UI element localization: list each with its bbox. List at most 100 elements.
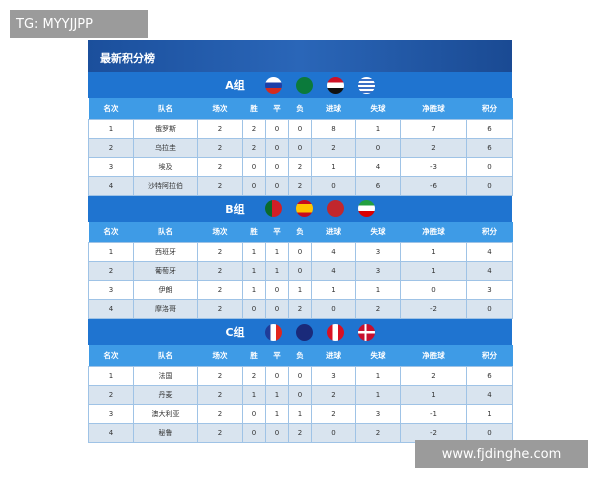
table-row: 2 丹麦 2 1 1 0 2 1 1 4 [88, 384, 513, 405]
table-cell: 2 [242, 137, 266, 158]
column-header: 积分 [466, 345, 513, 366]
column-header: 负 [288, 221, 312, 243]
watermark-bottom: www.fjdinghe.com [415, 440, 588, 468]
table-cell: 0 [242, 156, 266, 177]
table-cell: 0 [242, 403, 266, 424]
table-cell: 1 [265, 261, 289, 281]
table-cell: 0 [288, 137, 312, 158]
table-cell: 2 [355, 299, 401, 319]
table-cell: 2 [88, 261, 134, 281]
table-cell: 4 [355, 156, 401, 177]
table-cell: 2 [197, 137, 243, 158]
table-cell: 6 [466, 118, 513, 139]
table-cell: 0 [265, 118, 289, 139]
column-header: 平 [265, 345, 289, 366]
table-cell: 1 [466, 403, 513, 424]
table-cell: 1 [242, 261, 266, 281]
column-header: 积分 [466, 221, 513, 243]
peru-flag-icon [326, 323, 344, 341]
table-row: 3 澳大利亚 2 0 1 1 2 3 -1 1 [88, 403, 513, 424]
table-cell: 1 [88, 242, 134, 262]
table-cell: 秘鲁 [133, 422, 198, 443]
table-cell: 2 [197, 365, 243, 386]
table-cell: 3 [88, 403, 134, 424]
table-cell: 1 [400, 384, 467, 405]
column-header: 名次 [88, 221, 134, 243]
australia-flag-icon [295, 323, 313, 341]
group-header: A组 [88, 72, 512, 98]
table-cell: 0 [400, 280, 467, 300]
column-header: 进球 [311, 345, 356, 366]
table-cell: 2 [197, 261, 243, 281]
table-cell: 2 [88, 384, 134, 405]
page-title: 最新积分榜 [88, 40, 512, 72]
table-cell: 2 [242, 118, 266, 139]
table-cell: 2 [288, 422, 312, 443]
table-cell: 4 [311, 242, 356, 262]
table-cell: 2 [197, 175, 243, 196]
table-cell: 摩洛哥 [133, 299, 198, 319]
group-header: B组 [88, 195, 512, 222]
table-cell: 2 [88, 137, 134, 158]
table-cell: 1 [242, 280, 266, 300]
portugal-flag-icon [264, 200, 282, 217]
column-header: 场次 [197, 221, 243, 243]
group-table: 名次 队名 场次胜平负进球 失球 净胜球 积分 1 俄罗斯 2 2 0 0 8 1 7 6 2 乌拉圭 2 2 0 0 2 0… [88, 98, 513, 196]
table-cell: -2 [400, 422, 467, 443]
table-cell: 2 [242, 365, 266, 386]
table-cell: 1 [242, 384, 266, 405]
column-header: 名次 [88, 345, 134, 366]
table-cell: 1 [355, 365, 401, 386]
table-cell: 2 [288, 175, 312, 196]
table-cell: 2 [197, 156, 243, 177]
table-cell: 1 [355, 118, 401, 139]
column-header: 场次 [197, 98, 243, 119]
table-cell: 0 [288, 261, 312, 281]
group-label: C组 [225, 326, 245, 339]
table-cell: 2 [197, 299, 243, 319]
table-cell: 4 [88, 175, 134, 196]
table-cell: -2 [400, 299, 467, 319]
table-cell: 西班牙 [133, 242, 198, 262]
table-row: 1 西班牙 2 1 1 0 4 3 1 4 [88, 242, 513, 262]
table-cell: 2 [288, 156, 312, 177]
uruguay-flag-icon [357, 76, 375, 94]
table-cell: 1 [88, 118, 134, 139]
table-cell: 1 [265, 384, 289, 405]
table-cell: 0 [242, 422, 266, 443]
column-header: 场次 [197, 345, 243, 366]
table-cell: 6 [466, 365, 513, 386]
table-cell: 0 [242, 299, 266, 319]
table-cell: 2 [197, 384, 243, 405]
standings-table: 最新积分榜 A组 名次 队名 场次胜平负进球 失球 净胜球 积分 1 俄罗斯 2 2 0 0 8 1 7 6 2 乌… [88, 40, 513, 443]
table-cell: 2 [311, 384, 356, 405]
table-cell: 0 [355, 137, 401, 158]
table-cell: 4 [466, 384, 513, 405]
column-header: 胜 [242, 98, 266, 119]
table-cell: -6 [400, 175, 467, 196]
table-row: 4 秘鲁 2 0 0 2 0 2 -2 0 [88, 422, 513, 443]
table-cell: 1 [311, 156, 356, 177]
table-cell: 1 [311, 280, 356, 300]
table-row: 1 法国 2 2 0 0 3 1 2 6 [88, 365, 513, 386]
column-header: 名次 [88, 98, 134, 119]
column-header: 进球 [311, 98, 356, 119]
table-cell: 2 [311, 403, 356, 424]
table-cell: 6 [355, 175, 401, 196]
table-cell: 0 [265, 299, 289, 319]
morocco-flag-icon [326, 200, 344, 217]
table-cell: 0 [288, 242, 312, 262]
column-header: 平 [265, 98, 289, 119]
table-row: 3 埃及 2 0 0 2 1 4 -3 0 [88, 156, 513, 177]
table-cell: 6 [466, 137, 513, 158]
spain-flag-icon [295, 200, 313, 217]
table-cell: 1 [355, 280, 401, 300]
column-header: 失球 [355, 345, 401, 366]
column-header: 负 [288, 345, 312, 366]
table-cell: 3 [311, 365, 356, 386]
table-cell: 2 [355, 422, 401, 443]
group-header: C组 [88, 319, 512, 345]
column-header: 胜 [242, 221, 266, 243]
column-header: 队名 [133, 98, 198, 119]
table-cell: 2 [197, 280, 243, 300]
